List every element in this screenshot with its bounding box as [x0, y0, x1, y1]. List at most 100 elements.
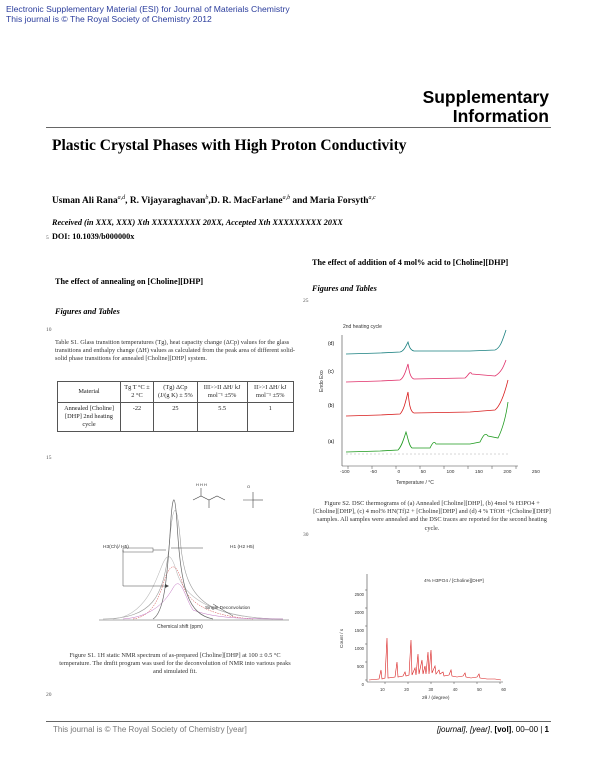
nmr-label-single: Single Deconvolution	[205, 606, 251, 611]
xrd-trace	[368, 637, 502, 681]
author-1: Usman Ali Rana	[52, 196, 118, 207]
xrd-y-axis-label: Count / s	[340, 628, 345, 648]
footer-page-number: 1	[544, 725, 549, 734]
author-2: R. Vijayaraghavan	[129, 196, 206, 207]
dsc-x-ticks	[347, 466, 517, 469]
xrd-x-tick-label: 10	[380, 687, 385, 692]
line-number: 5	[46, 235, 49, 241]
xrd-y-tick-labels: 2500 2000 1500 1000 500 0	[350, 586, 364, 694]
table-cell: -22	[120, 402, 154, 432]
received-line: Received (in XXX, XXX) Xth XXXXXXXXX 20X…	[52, 218, 343, 227]
xrd-x-tick-label: 60	[501, 687, 506, 692]
dsc-top-label: 2nd heating cycle	[343, 324, 382, 330]
dsc-x-tick-label: 250	[531, 470, 540, 475]
author-4: Maria Forsyth	[309, 196, 369, 207]
table-cell: 1	[246, 402, 295, 432]
xrd-y-tick-label: 1500	[354, 628, 364, 633]
supp-line-2: Information	[452, 106, 549, 126]
xrd-ticks	[365, 589, 501, 684]
dsc-x-tick-label: -50	[370, 470, 378, 475]
dsc-curve-label-a: (a)	[328, 439, 335, 445]
supp-line-1: Supplementary	[422, 87, 549, 107]
xrd-x-tick-label: 40	[452, 687, 458, 692]
footer-copyright: This journal is © The Royal Society of C…	[53, 725, 247, 734]
author-3: D. R. MacFarlane	[210, 196, 283, 207]
dsc-curve-d	[345, 329, 507, 355]
dsc-x-tick-label: 50	[420, 470, 426, 475]
footer-year: [year]	[469, 725, 490, 734]
broad-component	[102, 510, 284, 620]
dsc-curve-c	[345, 359, 507, 383]
line-number: 30	[303, 532, 309, 538]
dsc-x-tick-label: 200	[503, 470, 512, 475]
dsc-x-tick-label: -100	[340, 470, 350, 475]
xrd-legend: 4% H3PO4 / [Choline][DHP]	[424, 579, 484, 584]
supplementary-information-heading: Supplementary Information	[423, 88, 549, 126]
xrd-x-tick-label: 30	[428, 687, 434, 692]
dsc-x-axis-label: Temperature / °C	[396, 480, 434, 486]
dsc-x-tick-labels: -100 -50 0 50 100 150 200 250	[340, 470, 540, 475]
author-separator: ,	[125, 196, 130, 207]
xrd-y-tick-label: 1000	[354, 646, 364, 651]
table-header-cell: (Tg) ΔCp (J/(g K) ± 5%	[153, 381, 198, 403]
paper-title: Plastic Crystal Phases with High Proton …	[52, 137, 407, 154]
footer-sep: ,	[465, 725, 470, 734]
nmr-x-axis-label: Chemical shift (ppm)	[157, 624, 203, 630]
dsc-curve-a	[345, 401, 509, 453]
dsc-y-axis-label: Endo Exo	[319, 370, 325, 392]
dsc-x-tick-label: 0	[397, 470, 401, 475]
xrd-x-tick-labels: 10 20 30 40 50 60	[380, 687, 506, 692]
figure-s2-caption: Figure S2. DSC thermograms of (a) Anneal…	[313, 500, 551, 532]
xrd-x-axis-label: 2θ / (degree)	[422, 696, 450, 701]
table-cell: Annealed [Choline][DHP] 2nd heating cycl…	[57, 402, 121, 432]
line-number: 15	[46, 455, 52, 461]
author-3-affil: a,b	[282, 195, 291, 201]
line-number: 10	[46, 327, 52, 333]
footer-rule	[46, 721, 551, 722]
dsc-curve-label-c: (c)	[328, 369, 334, 375]
footer-sep: ,	[489, 725, 495, 734]
xrd-y-tick-label: 0	[361, 682, 364, 687]
table-header-row: Material Tg T °C ± 2 °C (Tg) ΔCp (J/(g K…	[57, 381, 295, 403]
nmr-label-left: H3(Ch)/ H5)	[103, 545, 129, 550]
left-section-heading: The effect of annealing on [Choline][DHP…	[55, 277, 204, 286]
right-subheading: Figures and Tables	[312, 284, 377, 293]
table-header-cell: III>>II ΔH/ kJ mol⁻¹ ±5%	[196, 381, 248, 403]
xrd-x-tick-label: 50	[477, 687, 482, 692]
figure-s3-xrd-pattern	[365, 574, 503, 684]
author-4-affil: a,c	[368, 195, 376, 201]
figure-s1-nmr-spectrum: H H H O	[99, 482, 289, 621]
footer-citation: [journal], [year], [vol], 00–00 | 1	[437, 725, 549, 734]
table-s1-caption: Table S1. Glass transition temperatures …	[55, 339, 295, 363]
figure-s2-dsc-thermograms	[341, 329, 518, 469]
line-number: 25	[303, 298, 309, 304]
table-header-cell: Material	[57, 381, 121, 403]
esi-line-1: Electronic Supplementary Material (ESI) …	[6, 4, 290, 14]
right-section-heading: The effect of addition of 4 mol% acid to…	[312, 258, 509, 267]
left-subheading: Figures and Tables	[55, 307, 120, 316]
dsc-curve-label-b: (b)	[328, 403, 335, 409]
table-s1: Material Tg T °C ± 2 °C (Tg) ΔCp (J/(g K…	[57, 381, 295, 432]
dsc-curve-label-d: (d)	[328, 341, 335, 347]
sharp-peak	[152, 499, 214, 620]
table-cell: 25	[153, 402, 198, 432]
figure-s1-caption: Figure S1. 1H static NMR spectrum of as-…	[59, 652, 291, 676]
choline-dhp-structure	[192, 488, 263, 508]
table-row: Annealed [Choline][DHP] 2nd heating cycl…	[57, 402, 295, 432]
xrd-x-tick-label: 20	[404, 687, 409, 692]
esi-header: Electronic Supplementary Material (ESI) …	[6, 4, 290, 24]
nmr-label-right: H1 (H2 H5)	[230, 545, 255, 550]
author-2-affil: b	[205, 195, 209, 201]
author-list: Usman Ali Ranaa,d, R. Vijayaraghavanb,D.…	[52, 195, 376, 206]
doi-line: DOI: 10.1039/b000000x	[52, 232, 135, 241]
author-separator: ,	[208, 196, 211, 207]
svg-text:O: O	[247, 484, 250, 489]
line-number: 20	[46, 692, 52, 698]
author-separator: and	[290, 196, 310, 207]
table-header-cell: Tg T °C ± 2 °C	[120, 381, 154, 403]
xrd-y-tick-label: 500	[357, 664, 364, 669]
svg-text:H H H: H H H	[196, 482, 207, 487]
author-1-affil: a,d	[117, 195, 126, 201]
footer-pages: , 00–00 |	[511, 725, 545, 734]
table-cell: 5.5	[196, 402, 248, 432]
